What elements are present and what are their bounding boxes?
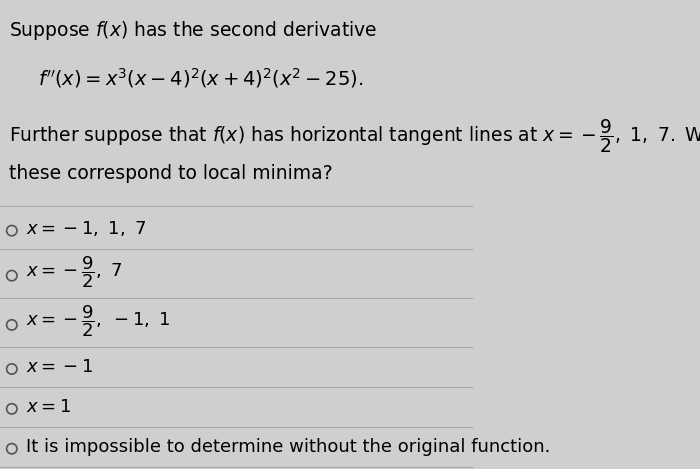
Text: $x = -\dfrac{9}{2},\ 7$: $x = -\dfrac{9}{2},\ 7$ [26, 255, 122, 290]
Text: Further suppose that $f(x)$ has horizontal tangent lines at $x = -\dfrac{9}{2},\: Further suppose that $f(x)$ has horizont… [9, 117, 700, 155]
Text: Suppose $f(x)$ has the second derivative: Suppose $f(x)$ has the second derivative [9, 19, 378, 42]
Text: It is impossible to determine without the original function.: It is impossible to determine without th… [26, 438, 550, 456]
Text: $x = 1$: $x = 1$ [26, 398, 71, 416]
Text: $x = -1,\ 1,\ 7$: $x = -1,\ 1,\ 7$ [26, 219, 146, 238]
Text: $f''(x) = x^3(x-4)^2(x+4)^2(x^2-25).$: $f''(x) = x^3(x-4)^2(x+4)^2(x^2-25).$ [38, 66, 363, 90]
Text: $x = -1$: $x = -1$ [26, 358, 93, 376]
Text: these correspond to local minima?: these correspond to local minima? [9, 164, 333, 183]
Text: $x = -\dfrac{9}{2},\ -1,\ 1$: $x = -\dfrac{9}{2},\ -1,\ 1$ [26, 304, 170, 340]
